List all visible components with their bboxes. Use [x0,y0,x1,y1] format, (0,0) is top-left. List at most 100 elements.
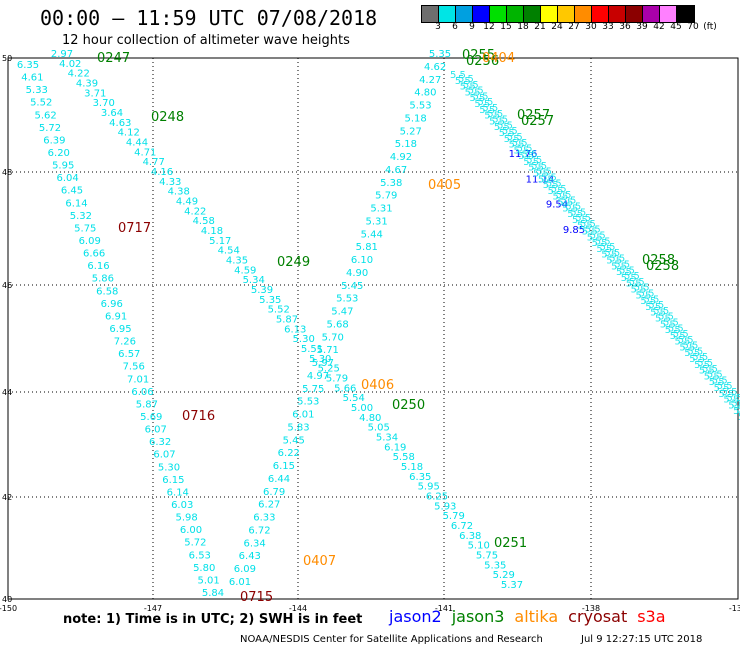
wave-height-value: 5.52 [268,305,290,316]
wave-height-value: 6.10 [351,255,373,266]
wave-height-value: 6.22 [278,448,300,459]
wave-height-value: 4.12 [118,128,140,139]
dense-track-mark: 5.5 [619,265,635,276]
wave-height-value: 5.00 [351,403,373,414]
dense-track-mark: 5.5 [655,314,671,325]
dense-track-mark: 5.5 [614,260,630,271]
dense-track-mark: 5.5 [580,219,596,230]
dense-track-mark: 5.5 [595,236,611,247]
scale-label: 36 [619,22,631,32]
wave-height-value: 6.16 [87,261,109,272]
dense-track-mark: 5.5 [523,157,539,168]
dense-track-mark: 5.5 [611,261,627,272]
wave-height-value: 6.25 [426,492,448,503]
wave-height-value: 4.16 [151,167,173,178]
wave-height-value: 5.18 [395,139,417,150]
dense-track-mark: 5.5 [473,91,489,102]
dense-track-mark: 5.5 [470,93,486,104]
wave-height-value: 5.72 [39,123,61,134]
dense-track-mark: 5.5 [675,337,691,348]
scale-label: 12 [483,22,495,32]
wave-height-value: 5.53 [297,397,319,408]
dense-track-mark: 5.5 [712,375,728,386]
wave-height-value: 3.64 [101,108,123,119]
scale-swatch [575,6,592,22]
dense-track-mark: 5.5 [727,393,740,404]
wave-height-value: 6.09 [234,564,256,575]
dense-track-mark: 5.5 [722,387,738,398]
scale-swatch [490,6,507,22]
wave-height-value: 11.14 [526,174,555,185]
scale-label: 39 [636,22,648,32]
scale-swatch [422,6,439,22]
wave-height-value: 6.03 [171,500,193,511]
pass-label: 0716 [182,409,215,424]
wave-height-value: 6.58 [96,286,118,297]
wave-height-value: 6.19 [384,442,406,453]
wave-height-value: 5.62 [34,110,56,121]
wave-height-value: 6.57 [118,349,140,360]
dense-track-mark: 5.5 [648,300,664,311]
dense-track-mark: 5.5 [709,377,725,388]
dense-track-mark: 5.5 [592,238,608,249]
scale-label: 33 [602,22,614,32]
dense-track-mark: 5.5 [518,151,534,162]
wave-height-value: 5.68 [326,319,348,330]
dense-track-mark: 5.5 [660,319,676,330]
wave-height-value: 5.17 [209,236,231,247]
wave-height-value: 5.93 [434,501,456,512]
satellite-legend: jason2 jason3 altika cryosat s3a [389,607,676,626]
wave-height-value: 3.71 [84,88,106,99]
dense-track-mark: 5.5 [658,312,674,323]
dense-track-mark: 5.5 [731,399,740,410]
dense-track-mark: 5.5 [621,273,637,284]
scale-label: 45 [670,22,682,32]
scale-swatch [609,6,626,22]
wave-height-value: 9.85 [563,225,585,236]
pass-label: 0255 [462,48,495,63]
color-scale-bar [421,5,695,23]
wave-height-value: 5.53 [409,101,431,112]
wave-height-value: 4.58 [193,216,215,227]
wave-height-value: 6.14 [65,198,87,209]
dense-track-mark: 5.5 [717,381,733,392]
dense-track-mark: 5.5 [687,346,703,357]
pass-label: 0407 [303,554,336,569]
wave-height-value: 6.01 [292,410,314,421]
dense-track-mark: 5.5 [543,180,559,191]
wave-height-value: 5.27 [400,126,422,137]
wave-height-value: 4.39 [76,79,98,90]
wave-height-value: 4.22 [184,206,206,217]
wave-height-value: 5.05 [368,423,390,434]
wave-height-value: 5.35 [259,295,281,306]
dense-track-mark: 5.5 [458,74,474,85]
dense-track-mark: 5.5 [556,190,572,201]
wave-height-value: 5.45 [283,435,305,446]
wave-height-value: 6.14 [167,487,189,498]
wave-height-value: 5.33 [26,85,48,96]
wave-height-value: 5.32 [70,211,92,222]
dense-track-mark: 5.5 [636,290,652,301]
wave-height-value: 6.13 [284,324,306,335]
dense-track-mark: 5.5 [536,167,552,178]
dense-track-mark: 5.5 [548,186,564,197]
dense-track-mark: 5.5 [719,389,735,400]
wave-height-value: 6.20 [48,148,70,159]
scale-label: 6 [452,22,458,32]
map-frame [7,57,739,600]
dense-track-mark: 5.5 [673,329,689,340]
dense-track-mark: 5.5 [474,99,490,110]
dense-track-texture: 5.55.55.55.55.55.55.55.55.55.55.55.55.55… [450,70,740,423]
dense-track-mark: 5.5 [541,173,557,184]
dense-track-mark: 5.5 [616,267,632,278]
scale-label: 21 [534,22,546,32]
scale-swatch [439,6,456,22]
dense-track-mark: 5.5 [489,116,505,127]
legend-s3a: s3a [637,607,666,626]
dense-track-mark: 5.5 [601,250,617,261]
wave-height-value: 5.98 [175,513,197,524]
footnote: note: 1) Time is in UTC; 2) SWH is in fe… [63,612,363,627]
wave-height-value: 6.38 [459,531,481,542]
dense-track-mark: 5.5 [684,348,700,359]
dense-track-mark: 5.5 [577,221,593,232]
